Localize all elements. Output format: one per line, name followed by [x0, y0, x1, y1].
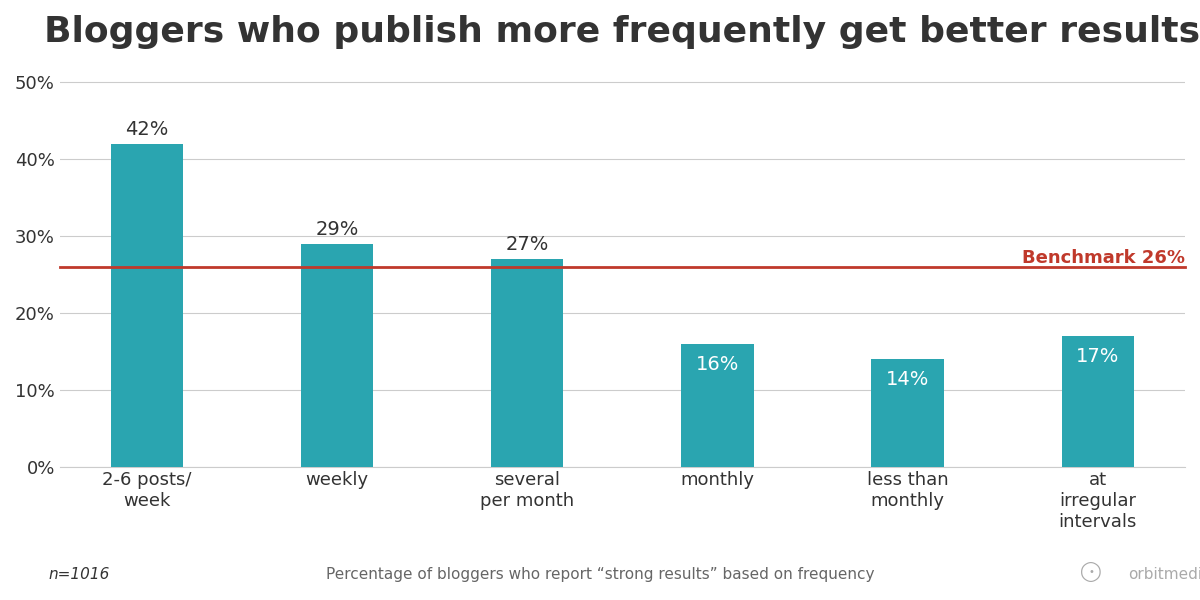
- Text: 17%: 17%: [1076, 347, 1120, 367]
- Bar: [491, 259, 564, 467]
- Text: orbitmedia.com: orbitmedia.com: [1128, 567, 1200, 582]
- Text: 16%: 16%: [696, 355, 739, 374]
- Text: ◯: ◯: [1080, 562, 1102, 582]
- Bar: [682, 344, 754, 467]
- Bar: [1062, 336, 1134, 467]
- Text: 27%: 27%: [505, 235, 548, 254]
- Text: •: •: [1088, 567, 1094, 577]
- Text: Percentage of bloggers who report “strong results” based on frequency: Percentage of bloggers who report “stron…: [325, 567, 875, 582]
- Text: n=1016: n=1016: [48, 567, 109, 582]
- Bar: [871, 359, 943, 467]
- Bar: [301, 244, 373, 467]
- Text: 14%: 14%: [886, 370, 929, 389]
- Text: 42%: 42%: [125, 120, 169, 139]
- Text: Benchmark 26%: Benchmark 26%: [1022, 249, 1186, 267]
- Title: Bloggers who publish more frequently get better results: Bloggers who publish more frequently get…: [44, 15, 1200, 49]
- Bar: [110, 144, 184, 467]
- Text: 29%: 29%: [316, 220, 359, 239]
